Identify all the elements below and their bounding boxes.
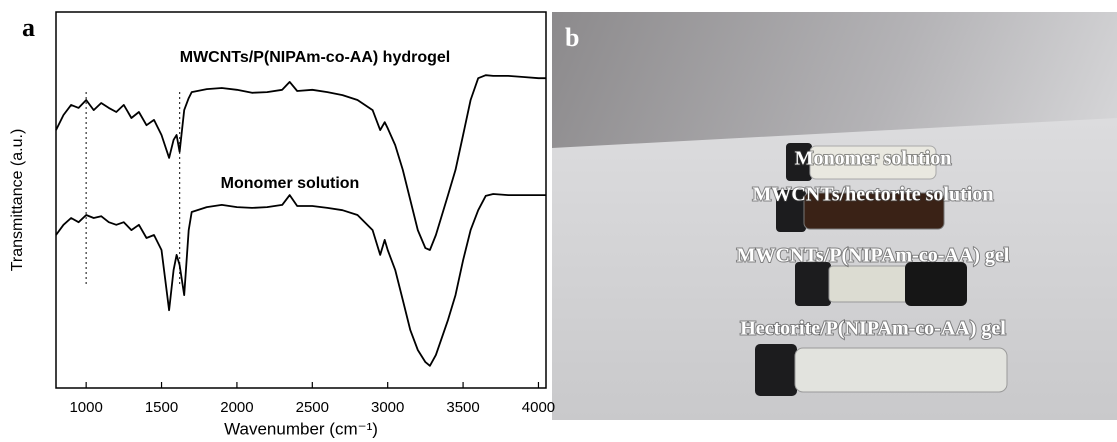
panel-label: a <box>22 13 35 42</box>
photo-label: Monomer solution <box>795 148 952 170</box>
y-axis-label: Transmittance (a.u.) <box>9 129 26 272</box>
x-tick-label: 3000 <box>371 399 404 416</box>
spectrum-line <box>55 193 546 367</box>
x-axis-label: Wavenumber (cm⁻¹) <box>224 419 378 438</box>
x-tick-label: 1000 <box>69 399 102 416</box>
photo-label: Hectorite/P(NIPAm-co-AA) gel <box>740 318 1006 340</box>
x-tick-label: 3500 <box>446 399 479 416</box>
photo-panel: b Monomer solution MWCNTs/hectorite solu… <box>552 12 1117 420</box>
x-tick-label: 2500 <box>296 399 329 416</box>
photo-label: MWCNTs/hectorite solution <box>753 184 994 206</box>
vial <box>786 143 937 181</box>
photo-label: MWCNTs/P(NIPAm-co-AA) gel <box>737 245 1010 267</box>
series-label: Monomer solution <box>221 175 360 192</box>
plot-frame <box>55 11 547 389</box>
x-tick-label: 2000 <box>220 399 253 416</box>
vial <box>755 344 1008 396</box>
series-label: MWCNTs/P(NIPAm-co-AA) hydrogel <box>180 49 451 66</box>
vial <box>795 262 967 306</box>
x-tick-label: 1500 <box>145 399 178 416</box>
panel-label: b <box>565 23 579 52</box>
vial <box>776 190 945 232</box>
spectrum-line <box>55 74 546 251</box>
x-tick-label: 4000 <box>522 399 555 416</box>
